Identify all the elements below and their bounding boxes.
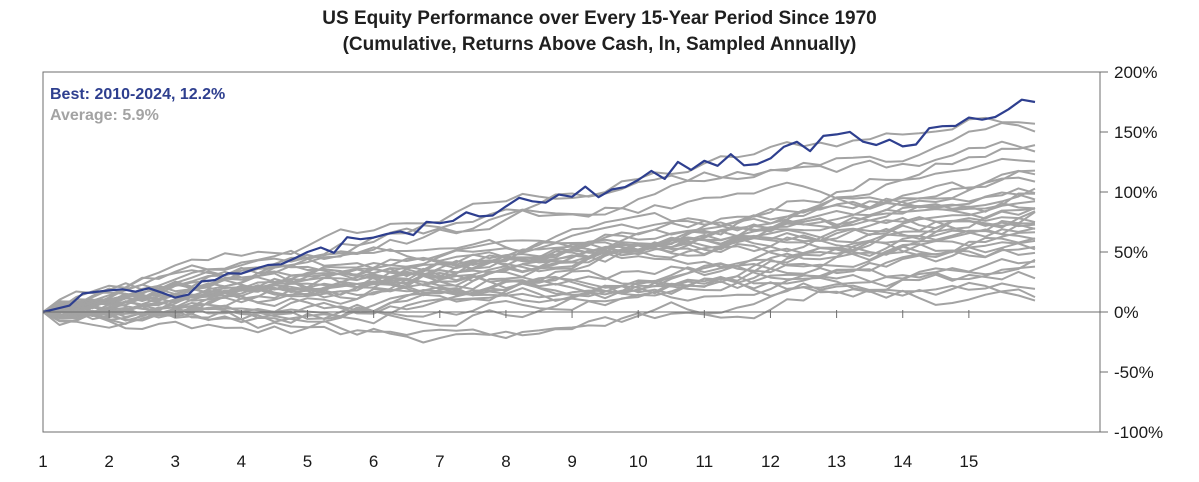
x-tick-label: 4 (237, 452, 246, 471)
chart-title-block: US Equity Performance over Every 15-Year… (0, 6, 1199, 58)
x-tick-label: 8 (501, 452, 510, 471)
chart-title: US Equity Performance over Every 15-Year… (322, 8, 877, 29)
best-annotation: Best: 2010-2024, 12.2% (50, 86, 225, 103)
other-series-line (42, 267, 1036, 318)
x-tick-label: 15 (959, 452, 978, 471)
y-tick-label: -100% (1114, 423, 1163, 442)
x-tick-label: 14 (893, 452, 912, 471)
other-series-group (42, 116, 1036, 344)
other-series-line (42, 270, 1036, 318)
x-tick-label: 3 (171, 452, 180, 471)
x-tick-label: 6 (369, 452, 378, 471)
other-series-line (42, 144, 1036, 313)
x-tick-label: 11 (696, 452, 714, 471)
x-tick-label: 13 (827, 452, 846, 471)
other-series-line (42, 228, 1036, 327)
other-series-line (42, 231, 1036, 329)
x-tick-label: 12 (761, 452, 780, 471)
other-series-line (42, 223, 1036, 313)
other-series-line (42, 116, 1036, 313)
average-annotation: Average: 5.9% (50, 107, 159, 124)
chart-subtitle: (Cumulative, Returns Above Cash, ln, Sam… (342, 34, 857, 55)
y-tick-label: 0% (1114, 303, 1139, 322)
x-tick-label: 2 (104, 452, 113, 471)
x-tick-label: 5 (303, 452, 312, 471)
other-series-line (42, 211, 1036, 321)
other-series-line (42, 264, 1036, 313)
other-series-line (42, 216, 1036, 313)
other-series-line (42, 277, 1036, 314)
x-tick-label: 7 (435, 452, 444, 471)
best-series-line (42, 98, 1036, 314)
y-tick-label: 100% (1114, 183, 1157, 202)
other-series-line (42, 122, 1036, 319)
y-tick-label: 200% (1114, 63, 1157, 82)
y-tick-label: 50% (1114, 243, 1148, 262)
x-axis: 1 2 3 4 5 6 7 8 9 10 11 12 13 14 15 (38, 310, 978, 471)
x-tick-label: 10 (629, 452, 648, 471)
y-tick-label: 150% (1114, 123, 1157, 142)
x-tick-label: 1 (38, 452, 47, 471)
other-series-line (42, 241, 1036, 320)
y-axis: 200% 150% 100% 50% 0% -50% -100% (1100, 63, 1163, 442)
x-tick-label: 9 (567, 452, 576, 471)
best-series-group (42, 98, 1036, 314)
y-tick-label: -50% (1114, 363, 1154, 382)
